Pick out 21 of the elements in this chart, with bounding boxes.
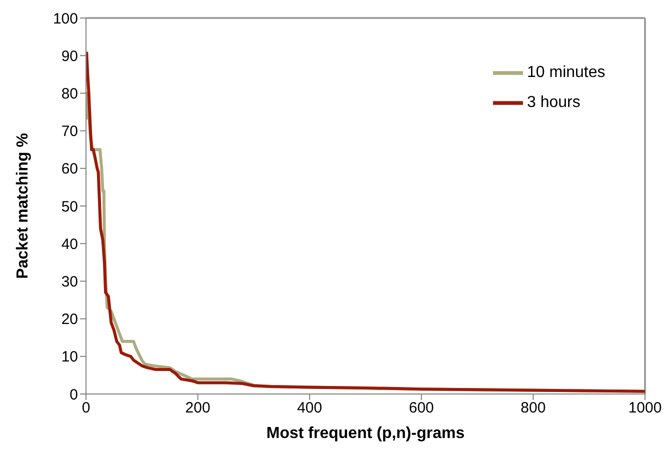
x-tick-label: 200 bbox=[185, 400, 210, 417]
y-tick-label: 70 bbox=[61, 123, 78, 140]
x-tick-label: 0 bbox=[82, 400, 90, 417]
y-tick-label: 20 bbox=[61, 311, 78, 328]
x-tick-label: 600 bbox=[408, 400, 434, 417]
y-tick-label: 10 bbox=[61, 348, 78, 366]
x-axis-title: Most frequent (p,n)-grams bbox=[266, 425, 465, 442]
y-tick-label: 40 bbox=[61, 236, 78, 253]
y-tick-label: 100 bbox=[52, 10, 78, 28]
y-tick-label: 90 bbox=[61, 48, 78, 65]
y-tick-label: 0 bbox=[70, 386, 78, 404]
y-tick-label: 30 bbox=[61, 274, 78, 291]
x-tick-label: 1000 bbox=[628, 400, 662, 417]
legend-label: 3 hours bbox=[527, 94, 580, 112]
y-tick-label: 60 bbox=[61, 160, 78, 178]
y-tick-label: 50 bbox=[61, 198, 78, 216]
x-tick-label: 800 bbox=[520, 400, 546, 417]
y-axis-title: Packet matching % bbox=[14, 133, 32, 279]
x-tick-label: 400 bbox=[297, 400, 322, 417]
y-tick-label: 80 bbox=[61, 86, 78, 103]
legend-label: 10 minutes bbox=[527, 64, 606, 82]
